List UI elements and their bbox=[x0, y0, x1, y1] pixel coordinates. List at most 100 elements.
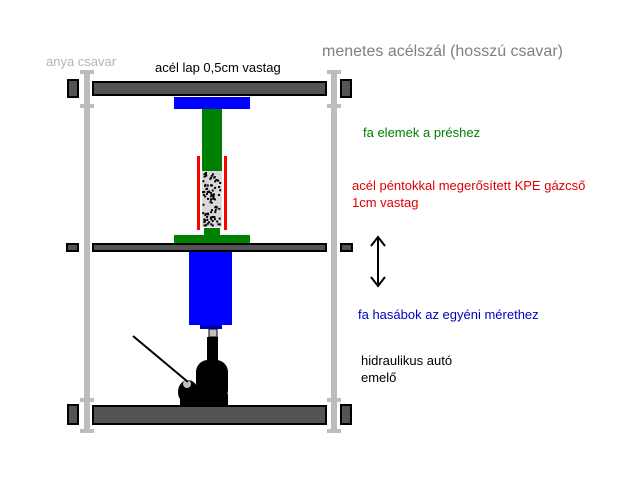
pipe-filling-dot bbox=[203, 224, 206, 227]
pipe-filling-dot bbox=[209, 201, 212, 204]
pipe-filling-dot bbox=[211, 224, 214, 227]
pipe-filling-dot bbox=[210, 174, 213, 177]
washer-bottom-left-low bbox=[80, 429, 94, 433]
threaded-rod-right bbox=[331, 72, 337, 430]
pipe-filling-dot bbox=[214, 211, 217, 214]
pipe-filling-dot bbox=[218, 207, 221, 210]
pipe-filling-dot bbox=[205, 174, 207, 176]
pipe-filling-dot bbox=[206, 216, 209, 218]
pipe-filling-dot bbox=[214, 209, 217, 211]
pipe-filling-dot bbox=[203, 173, 206, 176]
pipe-filling-dot bbox=[204, 219, 207, 222]
pipe-filling-dot bbox=[216, 220, 219, 223]
pipe-filling-dot bbox=[217, 194, 220, 196]
threaded-rod-label: menetes acélszál (hosszú csavar) bbox=[322, 43, 563, 60]
nut-bottom-right bbox=[340, 404, 352, 425]
pipe-wall-right bbox=[224, 156, 227, 230]
pipe-filling-dot bbox=[209, 192, 212, 194]
pipe-filling-dot bbox=[204, 183, 207, 186]
washer-bottom-right bbox=[327, 398, 341, 402]
washer-bottom-right-low bbox=[327, 429, 341, 433]
hydraulic-jack bbox=[178, 328, 228, 406]
pipe-filling-dot bbox=[206, 191, 209, 193]
pipe-filling-dot bbox=[209, 177, 212, 180]
nut-bottom-left bbox=[67, 404, 79, 425]
jack-label-line2: emelő bbox=[361, 370, 397, 385]
wood-element-upper bbox=[202, 109, 222, 171]
pipe-filling-dot bbox=[203, 175, 206, 178]
pipe-filling-dot bbox=[211, 209, 213, 212]
pipe-filling-dot bbox=[206, 222, 209, 225]
pipe-filling-dot bbox=[209, 198, 212, 201]
pipe-filling-dot bbox=[213, 216, 216, 218]
nut-middle-left bbox=[66, 243, 79, 252]
wood-block-cap bbox=[200, 325, 222, 329]
pipe-filling-dot bbox=[210, 218, 213, 221]
pipe-filling-dot bbox=[217, 223, 220, 226]
wood-block-main bbox=[189, 252, 232, 325]
nut-top-left bbox=[67, 79, 79, 98]
jack-handle bbox=[132, 335, 189, 383]
pipe-filling-dot bbox=[211, 194, 214, 197]
pipe-filling-dot bbox=[202, 180, 205, 183]
pipe-filling-dot bbox=[202, 212, 205, 215]
washer-top-right bbox=[327, 70, 341, 74]
pipe-filling-dot bbox=[205, 192, 208, 195]
pipe-filling-dot bbox=[204, 214, 207, 216]
washer-top-left-low bbox=[80, 104, 94, 108]
washer-top-left bbox=[80, 70, 94, 74]
wood-elements-label: fa elemek a préshez bbox=[363, 125, 481, 140]
pipe-filling-dot bbox=[203, 190, 206, 193]
wood-element-lower-stem bbox=[204, 228, 220, 236]
pipe-filling-dot bbox=[213, 218, 216, 221]
pipe-filling-dot bbox=[205, 172, 207, 174]
threaded-rod-left bbox=[84, 72, 90, 430]
pipe-filling-dot bbox=[202, 191, 205, 194]
pipe-filling-dot bbox=[209, 216, 212, 219]
wood-block-top bbox=[174, 97, 250, 109]
pipe-filling-dot bbox=[212, 173, 214, 176]
steel-plate-top bbox=[92, 81, 327, 96]
pipe-filling-dot bbox=[212, 195, 215, 198]
pipe-filling-dot bbox=[214, 186, 217, 189]
pipe-filling-dot bbox=[203, 221, 206, 224]
pipe-filling-dot bbox=[218, 217, 221, 220]
pipe-filling-dot bbox=[216, 179, 219, 182]
pipe-filling-dot bbox=[205, 188, 208, 191]
wood-element-lower bbox=[174, 235, 250, 243]
pipe-filling-dot bbox=[212, 193, 215, 196]
wood-blocks-label: fa hasábok az egyéni mérethez bbox=[358, 307, 539, 322]
pipe-filling-dot bbox=[219, 182, 222, 184]
pipe-filling-dot bbox=[206, 184, 209, 187]
washer-bottom-left bbox=[80, 398, 94, 402]
pipe-filling-dot bbox=[202, 203, 205, 206]
pipe-filling-dot bbox=[218, 186, 221, 188]
pipe-filling-dot bbox=[219, 189, 222, 192]
steel-plate-middle bbox=[92, 243, 327, 252]
pipe-label-line1: acél péntokkal megerősített KPE gázcső bbox=[352, 178, 586, 193]
washer-top-right-low bbox=[327, 104, 341, 108]
pipe-filling-dot bbox=[205, 224, 208, 227]
pipe-filling-dot bbox=[207, 197, 209, 200]
steel-plate-bottom bbox=[92, 405, 327, 425]
pipe-wall-left bbox=[197, 156, 200, 230]
nut-label: anya csavar bbox=[46, 54, 117, 69]
pipe-filling-dot bbox=[210, 211, 213, 214]
pipe-filling-dot bbox=[211, 216, 214, 218]
steel-plate-label: acél lap 0,5cm vastag bbox=[155, 60, 281, 75]
pipe-label-line2: 1cm vastag bbox=[352, 195, 419, 210]
pipe-filling-dot bbox=[204, 195, 207, 198]
pipe-filling-dot bbox=[202, 193, 205, 196]
pipe-filling-dot bbox=[210, 195, 213, 198]
pipe-filling-dot bbox=[214, 180, 217, 183]
pipe-filling-dot bbox=[206, 212, 209, 215]
pipe-filling-dot bbox=[210, 184, 213, 187]
pipe-filling-dot bbox=[214, 205, 217, 208]
pipe-filling-dots bbox=[202, 172, 222, 227]
pipe-filling-dot bbox=[210, 223, 213, 226]
pipe-filling-dot bbox=[218, 223, 221, 226]
pipe-filling-dot bbox=[206, 218, 209, 221]
pipe-filling-dot bbox=[213, 176, 216, 179]
